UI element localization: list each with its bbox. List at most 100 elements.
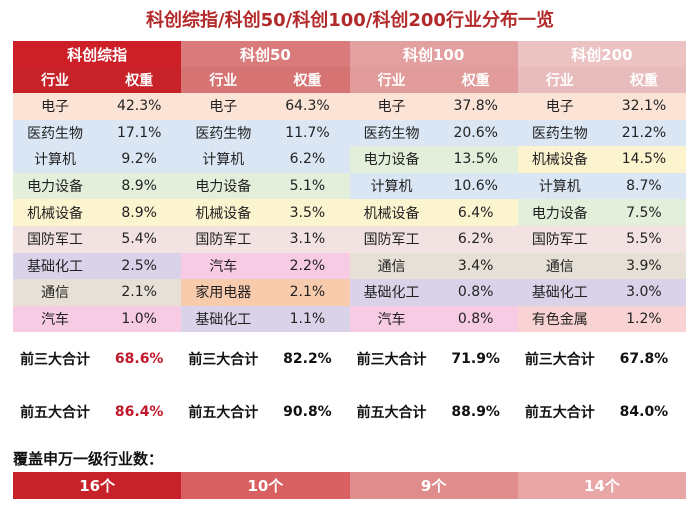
col-header-industry: 行业 — [517, 67, 602, 93]
industry-cell: 机械设备 — [181, 199, 266, 226]
coverage-kc200: 14个 — [517, 472, 686, 499]
industry-cell: 电力设备 — [13, 172, 98, 200]
industry-cell: 电力设备 — [349, 146, 434, 173]
summary-value: 88.9% — [433, 385, 518, 439]
industry-cell: 电力设备 — [517, 199, 602, 226]
industry-cell: 医药生物 — [181, 119, 266, 147]
summary-label: 前三大合计 — [349, 332, 434, 386]
col-header-industry: 行业 — [13, 67, 98, 93]
industry-cell: 电力设备 — [181, 172, 266, 200]
industry-cell: 基础化工 — [13, 252, 98, 280]
coverage-kc50: 10个 — [181, 472, 350, 499]
summary-value: 86.4% — [97, 385, 182, 439]
industry-cell: 通信 — [517, 252, 602, 280]
industry-cell: 通信 — [349, 252, 434, 280]
col-header-weight: 权重 — [97, 67, 182, 93]
weight-cell: 1.1% — [265, 305, 350, 333]
table-row: 计算机 9.2% 计算机 6.2% 电力设备 13.5% 机械设备 14.5% — [13, 146, 686, 173]
weight-cell: 2.5% — [97, 252, 182, 280]
industry-cell: 医药生物 — [349, 119, 434, 147]
group-header-kc50: 科创50 — [181, 41, 350, 67]
table-row: 医药生物 17.1% 医药生物 11.7% 医药生物 20.6% 医药生物 21.2% — [13, 119, 686, 147]
weight-cell: 7.5% — [601, 199, 686, 226]
col-header-weight: 权重 — [601, 67, 686, 93]
weight-cell: 8.7% — [601, 172, 686, 200]
summary-label: 前五大合计 — [517, 385, 602, 439]
col-header-weight: 权重 — [433, 67, 518, 93]
industry-cell: 医药生物 — [13, 119, 98, 147]
industry-cell: 汽车 — [181, 252, 266, 280]
summary-label: 前五大合计 — [13, 385, 98, 439]
weight-cell: 6.4% — [433, 199, 518, 226]
table-row: 基础化工 2.5% 汽车 2.2% 通信 3.4% 通信 3.9% — [13, 252, 686, 280]
weight-cell: 3.0% — [601, 279, 686, 306]
col-header-weight: 权重 — [265, 67, 350, 93]
table-row: 电力设备 8.9% 电力设备 5.1% 计算机 10.6% 计算机 8.7% — [13, 172, 686, 200]
industry-cell: 医药生物 — [517, 119, 602, 147]
summary-label: 前五大合计 — [181, 385, 266, 439]
coverage-bar: 16个 10个 9个 14个 — [13, 472, 686, 499]
industry-cell: 电子 — [517, 93, 602, 120]
industry-cell: 有色金属 — [517, 305, 602, 333]
weight-cell: 21.2% — [601, 119, 686, 147]
weight-cell: 42.3% — [97, 93, 182, 120]
summary-value: 68.6% — [97, 332, 182, 386]
summary-value: 90.8% — [265, 385, 350, 439]
industry-cell: 国防军工 — [13, 225, 98, 253]
weight-cell: 17.1% — [97, 119, 182, 147]
weight-cell: 3.4% — [433, 252, 518, 280]
weight-cell: 37.8% — [433, 93, 518, 120]
col-header-industry: 行业 — [181, 67, 266, 93]
weight-cell: 2.1% — [265, 279, 350, 306]
weight-cell: 13.5% — [433, 146, 518, 173]
table-row: 通信 2.1% 家用电器 2.1% 基础化工 0.8% 基础化工 3.0% — [13, 279, 686, 306]
weight-cell: 5.4% — [97, 225, 182, 253]
coverage-kc100: 9个 — [349, 472, 518, 499]
industry-cell: 计算机 — [517, 172, 602, 200]
coverage-kczz: 16个 — [13, 472, 182, 499]
industry-cell: 电子 — [13, 93, 98, 120]
weight-cell: 1.2% — [601, 305, 686, 333]
weight-cell: 2.1% — [97, 279, 182, 306]
group-header-kc200: 科创200 — [517, 41, 686, 67]
table-row: 机械设备 8.9% 机械设备 3.5% 机械设备 6.4% 电力设备 7.5% — [13, 199, 686, 226]
industry-cell: 机械设备 — [517, 146, 602, 173]
column-header-row: 行业 权重 行业 权重 行业 权重 行业 权重 — [13, 67, 686, 93]
industry-cell: 国防军工 — [517, 225, 602, 253]
weight-cell: 20.6% — [433, 119, 518, 147]
table-row: 电子 42.3% 电子 64.3% 电子 37.8% 电子 32.1% — [13, 93, 686, 120]
summary-label: 前三大合计 — [13, 332, 98, 386]
industry-cell: 计算机 — [349, 172, 434, 200]
summary-row-top5: 前五大合计 86.4% 前五大合计 90.8% 前五大合计 88.9% 前五大合… — [13, 385, 686, 439]
summary-value: 67.8% — [601, 332, 686, 386]
weight-cell: 6.2% — [433, 225, 518, 253]
industry-cell: 计算机 — [181, 146, 266, 173]
summary-label: 前五大合计 — [349, 385, 434, 439]
table-row: 国防军工 5.4% 国防军工 3.1% 国防军工 6.2% 国防军工 5.5% — [13, 225, 686, 253]
group-header-row: 科创综指 科创50 科创100 科创200 — [13, 41, 686, 67]
weight-cell: 0.8% — [433, 279, 518, 306]
industry-cell: 家用电器 — [181, 279, 266, 306]
weight-cell: 3.9% — [601, 252, 686, 280]
weight-cell: 3.1% — [265, 225, 350, 253]
weight-cell: 8.9% — [97, 199, 182, 226]
industry-cell: 电子 — [349, 93, 434, 120]
industry-cell: 汽车 — [13, 305, 98, 333]
industry-cell: 国防军工 — [349, 225, 434, 253]
industry-cell: 机械设备 — [349, 199, 434, 226]
page-title: 科创综指/科创50/科创100/科创200行业分布一览 — [146, 10, 554, 31]
summary-label: 前三大合计 — [517, 332, 602, 386]
summary-row-top3: 前三大合计 68.6% 前三大合计 82.2% 前三大合计 71.9% 前三大合… — [13, 332, 686, 386]
industry-cell: 通信 — [13, 279, 98, 306]
industry-cell: 计算机 — [13, 146, 98, 173]
group-header-kczz: 科创综指 — [13, 41, 182, 67]
summary-value: 84.0% — [601, 385, 686, 439]
weight-cell: 14.5% — [601, 146, 686, 173]
weight-cell: 11.7% — [265, 119, 350, 147]
industry-cell: 基础化工 — [517, 279, 602, 306]
weight-cell: 9.2% — [97, 146, 182, 173]
industry-cell: 基础化工 — [349, 279, 434, 306]
weight-cell: 5.5% — [601, 225, 686, 253]
coverage-title: 覆盖申万一级行业数： — [13, 450, 164, 468]
industry-cell: 机械设备 — [13, 199, 98, 226]
